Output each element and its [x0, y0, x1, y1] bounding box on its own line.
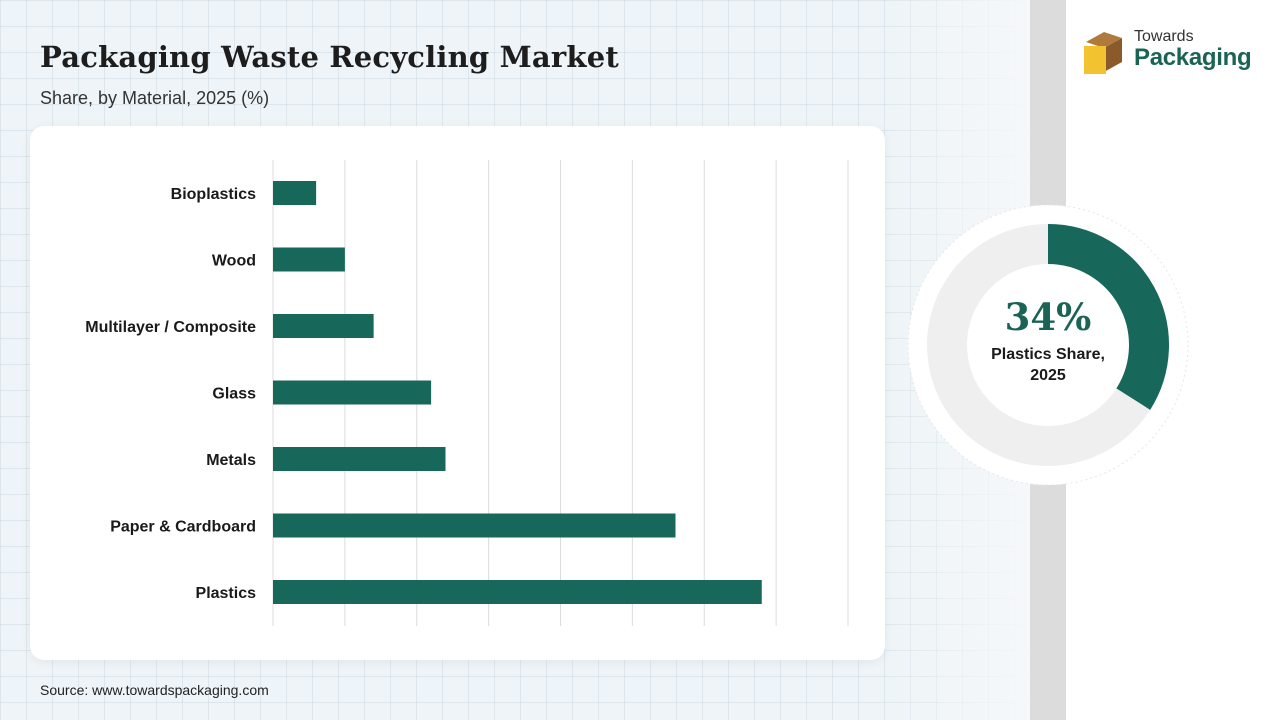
logo-word-towards: Towards	[1134, 28, 1194, 45]
plastics-share-donut: 34% Plastics Share, 2025	[907, 204, 1189, 486]
bar-paper-cardboard	[273, 513, 676, 538]
category-label: Plastics	[196, 585, 257, 602]
box-logo-icon	[1084, 32, 1122, 74]
bar-wood	[273, 247, 345, 272]
chart-subtitle: Share, by Material, 2025 (%)	[40, 88, 270, 108]
category-label: Wood	[212, 253, 256, 270]
bar-multilayer-composite	[273, 314, 374, 338]
category-label: Glass	[212, 386, 256, 403]
donut-arc	[1047, 224, 1169, 410]
logo-word-packaging: Packaging	[1134, 44, 1252, 71]
category-label: Metals	[206, 452, 256, 469]
category-label: Bioplastics	[171, 186, 256, 203]
donut-value: 34%	[1004, 295, 1092, 339]
category-label: Paper & Cardboard	[110, 519, 256, 536]
source-note: Source: www.towardspackaging.com	[40, 682, 269, 698]
category-label: Multilayer / Composite	[85, 319, 256, 336]
bar-glass	[273, 380, 432, 405]
bar-metals	[273, 447, 446, 471]
bar-chart-card: Bioplastics Wood Multilayer / Composite Gla…	[30, 126, 885, 660]
towards-packaging-logo: Towards Packaging	[1082, 28, 1262, 78]
chart-title: Packaging Waste Recycling Market	[40, 40, 619, 74]
bar-bioplastics	[273, 181, 317, 205]
bar-chart: Bioplastics Wood Multilayer / Composite Gla…	[85, 160, 849, 626]
donut-caption: Plastics Share, 2025	[991, 346, 1105, 384]
bar-plastics	[273, 580, 762, 604]
